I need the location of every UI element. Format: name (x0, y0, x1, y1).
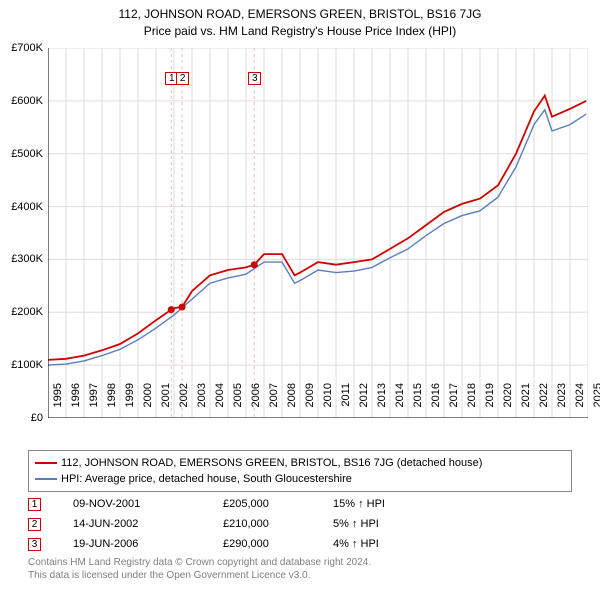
x-axis-label: 2023 (556, 383, 568, 423)
y-axis-label: £400K (11, 201, 43, 213)
event-price: £290,000 (223, 538, 333, 550)
event-row: 3 19-JUN-2006 £290,000 4% ↑ HPI (28, 534, 572, 554)
title-line1: 112, JOHNSON ROAD, EMERSONS GREEN, BRIST… (0, 6, 600, 23)
y-axis-label: £600K (11, 95, 43, 107)
y-axis-label: £300K (11, 253, 43, 265)
y-axis-label: £700K (11, 42, 43, 54)
legend: 112, JOHNSON ROAD, EMERSONS GREEN, BRIST… (28, 450, 572, 492)
footer-line2: This data is licensed under the Open Gov… (28, 569, 371, 582)
x-axis-label: 1999 (124, 383, 136, 423)
legend-swatch (35, 478, 57, 480)
x-axis-label: 2018 (466, 383, 478, 423)
event-date: 19-JUN-2006 (73, 538, 223, 550)
footer-note: Contains HM Land Registry data © Crown c… (28, 556, 371, 582)
x-axis-label: 2005 (232, 383, 244, 423)
event-price: £210,000 (223, 518, 333, 530)
x-axis-label: 1998 (106, 383, 118, 423)
x-axis-label: 2022 (538, 383, 550, 423)
x-axis-label: 2025 (592, 383, 600, 423)
events-table: 1 09-NOV-2001 £205,000 15% ↑ HPI 2 14-JU… (28, 494, 572, 554)
legend-item: 112, JOHNSON ROAD, EMERSONS GREEN, BRIST… (35, 455, 565, 471)
x-axis-label: 2019 (484, 383, 496, 423)
event-badge: 1 (28, 498, 41, 511)
event-badge: 3 (28, 538, 41, 551)
x-axis-label: 2007 (268, 383, 280, 423)
x-axis-label: 2013 (376, 383, 388, 423)
event-price: £205,000 (223, 498, 333, 510)
legend-swatch (35, 462, 57, 464)
x-axis-label: 1997 (88, 383, 100, 423)
x-axis-label: 2008 (286, 383, 298, 423)
legend-label: HPI: Average price, detached house, Sout… (61, 473, 352, 485)
x-axis-label: 2011 (340, 383, 352, 423)
legend-item: HPI: Average price, detached house, Sout… (35, 471, 565, 487)
x-axis-label: 2012 (358, 383, 370, 423)
event-badge: 2 (28, 518, 41, 531)
x-axis-label: 2010 (322, 383, 334, 423)
x-axis-label: 2024 (574, 383, 586, 423)
y-axis-label: £500K (11, 148, 43, 160)
event-marker-badge: 2 (176, 72, 189, 85)
legend-label: 112, JOHNSON ROAD, EMERSONS GREEN, BRIST… (61, 457, 482, 469)
event-delta: 15% ↑ HPI (333, 498, 453, 510)
event-marker-badge: 3 (248, 72, 261, 85)
x-axis-label: 2002 (178, 383, 190, 423)
y-axis-label: £0 (31, 412, 43, 424)
x-axis-label: 2015 (412, 383, 424, 423)
x-axis-label: 2003 (196, 383, 208, 423)
x-axis-label: 2000 (142, 383, 154, 423)
event-date: 09-NOV-2001 (73, 498, 223, 510)
x-axis-label: 2020 (502, 383, 514, 423)
chart-container: 112, JOHNSON ROAD, EMERSONS GREEN, BRIST… (0, 0, 600, 590)
x-axis-label: 2014 (394, 383, 406, 423)
x-axis-label: 2021 (520, 383, 532, 423)
x-axis-label: 2016 (430, 383, 442, 423)
chart-plot-area: £0£100K£200K£300K£400K£500K£600K£700K 19… (48, 48, 588, 418)
x-axis-label: 2001 (160, 383, 172, 423)
x-axis-label: 2004 (214, 383, 226, 423)
y-axis-label: £100K (11, 359, 43, 371)
event-row: 2 14-JUN-2002 £210,000 5% ↑ HPI (28, 514, 572, 534)
footer-line1: Contains HM Land Registry data © Crown c… (28, 556, 371, 569)
event-delta: 5% ↑ HPI (333, 518, 453, 530)
event-delta: 4% ↑ HPI (333, 538, 453, 550)
x-axis-label: 1996 (70, 383, 82, 423)
x-axis-label: 2009 (304, 383, 316, 423)
chart-svg (48, 48, 588, 418)
event-row: 1 09-NOV-2001 £205,000 15% ↑ HPI (28, 494, 572, 514)
x-axis-label: 2006 (250, 383, 262, 423)
event-date: 14-JUN-2002 (73, 518, 223, 530)
x-axis-label: 1995 (52, 383, 64, 423)
title-line2: Price paid vs. HM Land Registry's House … (0, 23, 600, 40)
x-axis-label: 2017 (448, 383, 460, 423)
y-axis-label: £200K (11, 306, 43, 318)
chart-title: 112, JOHNSON ROAD, EMERSONS GREEN, BRIST… (0, 0, 600, 40)
